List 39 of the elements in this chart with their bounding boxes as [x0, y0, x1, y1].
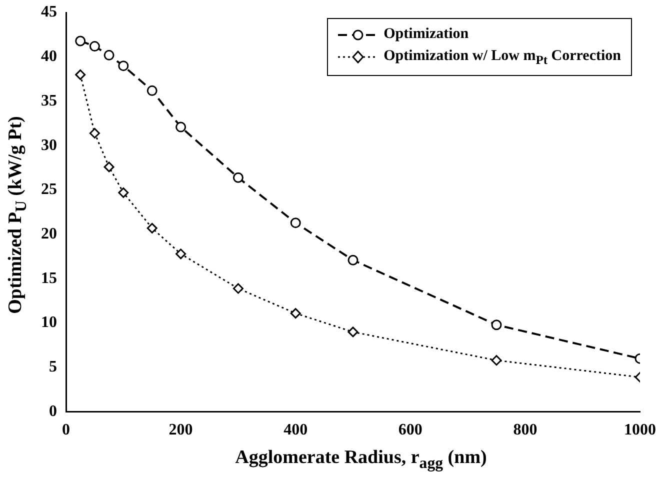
point [176, 122, 186, 132]
point [146, 222, 158, 234]
point [104, 50, 114, 60]
point [104, 162, 114, 172]
point [89, 41, 100, 52]
x-axis-title: Agglomerate Radius, r$_{agg}$ (nm) [234, 447, 488, 473]
point [290, 218, 301, 228]
y-tick-label: 0 [49, 402, 57, 420]
x-tick-label: 800 [513, 422, 538, 439]
y-tick-label: 20 [41, 226, 57, 243]
y-tick-label: 10 [41, 314, 57, 332]
point [89, 128, 100, 138]
point [118, 187, 129, 198]
point [491, 320, 502, 330]
point [118, 60, 129, 72]
y-tick-label: 35 [41, 92, 57, 110]
x-tick-label: 0 [62, 422, 70, 439]
point [348, 326, 358, 338]
y-tick-label: 45 [41, 4, 57, 21]
y-tick-label: 25 [41, 181, 57, 198]
point [75, 36, 86, 46]
y-tick-label: 5 [49, 358, 57, 376]
point [232, 172, 244, 183]
y-tick-label: 15 [41, 270, 57, 287]
legend-label: Optimization w/ Low m$_{Pt}$ Correction [384, 48, 621, 67]
y-tick-label: 30 [41, 136, 57, 154]
x-tick-label: 200 [168, 422, 193, 439]
x-tick-label: 600 [398, 422, 422, 439]
point [75, 69, 86, 80]
legend-label: Optimization [384, 26, 469, 42]
x-tick-label: 1000 [624, 422, 656, 439]
point [232, 283, 244, 294]
point [176, 248, 186, 260]
point [348, 254, 358, 266]
point [290, 308, 301, 319]
point [491, 355, 502, 366]
point [146, 85, 158, 96]
y-tick-label: 40 [41, 48, 57, 66]
x-tick-label: 400 [284, 422, 308, 439]
